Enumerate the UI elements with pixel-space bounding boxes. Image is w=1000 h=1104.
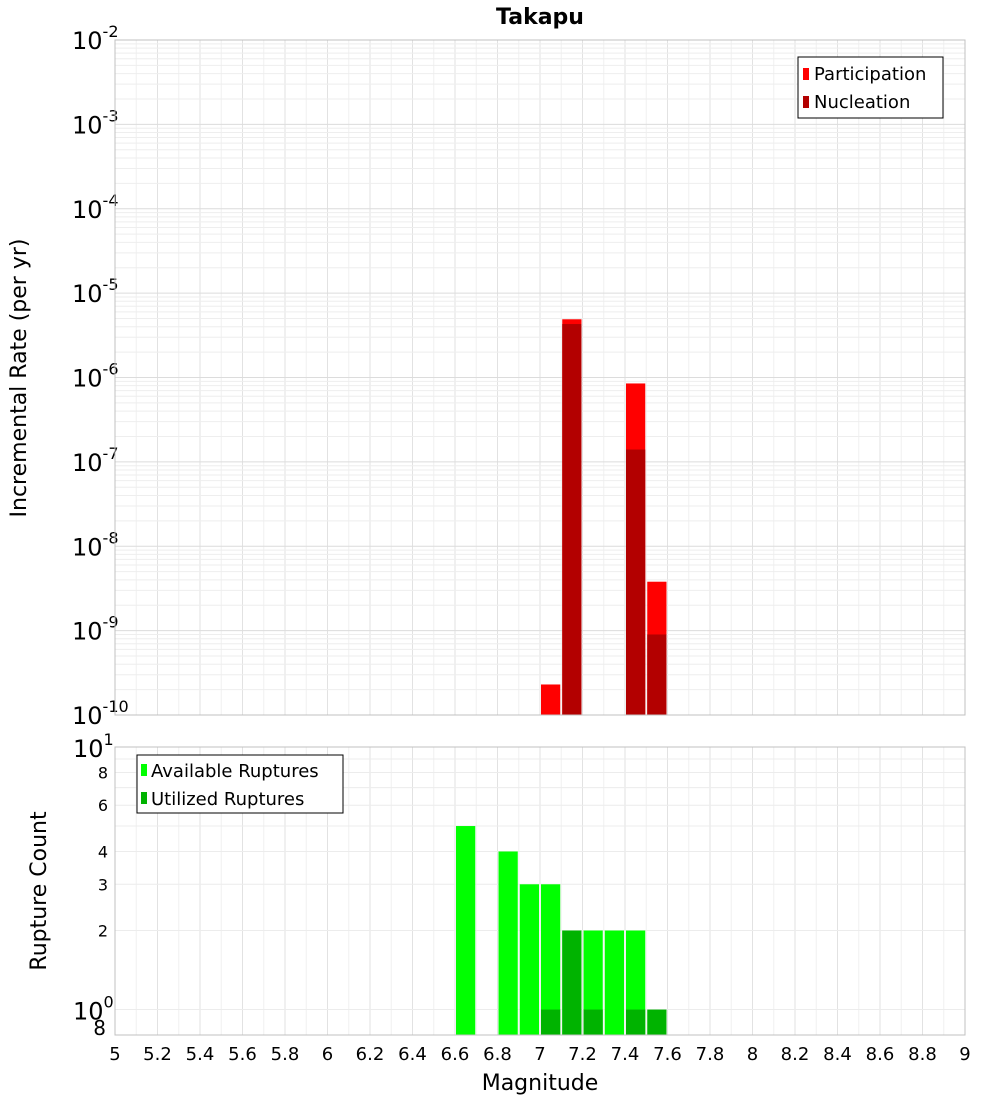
legend-label-available: Available Ruptures (151, 761, 319, 782)
rate-bars (541, 319, 667, 715)
legend-label-utilized: Utilized Ruptures (151, 789, 304, 810)
x-tick-label: 5.2 (143, 1044, 172, 1065)
x-tick-label: 6.4 (398, 1044, 427, 1065)
rate-grid (114, 40, 966, 716)
x-tick-label: 8.4 (823, 1044, 852, 1065)
count-legend-box (136, 754, 344, 814)
count-y-axis-label: Rupture Count (27, 811, 52, 971)
y-tick-label: 10-9 (72, 613, 119, 646)
x-tick-label: 6.8 (483, 1044, 512, 1065)
count-legend: Available Ruptures Utilized Ruptures (136, 754, 344, 814)
x-tick-label: 7.4 (611, 1044, 640, 1065)
y-tick-label: 2 (98, 922, 108, 941)
x-axis-label: Magnitude (482, 1071, 599, 1096)
x-ticks: 5 5.2 5.4 5.6 5.8 6 6.2 6.4 6.6 6.8 7 7.2 7.4 7.6 7.8 8… (109, 1044, 970, 1065)
count-plot-border (114, 746, 966, 1036)
x-tick-label: 6.6 (441, 1044, 470, 1065)
y-tick-label: 10-8 (72, 528, 119, 561)
rate-panel: 10-10 10-9 10-8 10-7 10-6 10-5 10-4 10-3 10-2 In… (7, 22, 966, 730)
bar-utilized-ruptures (583, 1009, 603, 1035)
x-tick-label: 5.4 (186, 1044, 215, 1065)
bar-available-ruptures (498, 851, 518, 1035)
y-tick-label: 10-7 (72, 444, 119, 477)
x-tick-label: 5.8 (271, 1044, 300, 1065)
x-tick-label: 8.2 (781, 1044, 810, 1065)
bar-nucleation (562, 324, 582, 715)
legend-swatch-participation (803, 68, 809, 80)
count-grid (114, 747, 966, 1035)
x-tick-label: 7.2 (568, 1044, 597, 1065)
bar-available-ruptures (456, 826, 476, 1035)
bar-participation (541, 684, 561, 715)
y-tick-label: 101 (73, 730, 114, 763)
y-tick-label: 6 (98, 796, 108, 815)
y-tick-label: 8 (98, 763, 108, 782)
bar-available-ruptures (604, 930, 624, 1035)
x-tick-label: 8.6 (866, 1044, 895, 1065)
y-tick-label: 10-2 (72, 22, 119, 55)
rate-plot-border (114, 39, 966, 716)
legend-swatch-utilized (141, 792, 147, 804)
y-tick-label: 3 (98, 875, 108, 894)
chart-title: Takapu (496, 5, 584, 30)
x-tick-label: 8 (747, 1044, 758, 1065)
bar-utilized-ruptures (562, 930, 582, 1035)
bar-utilized-ruptures (541, 1009, 561, 1035)
x-tick-label: 6.2 (356, 1044, 385, 1065)
bar-utilized-ruptures (626, 1009, 646, 1035)
x-tick-label: 7.8 (696, 1044, 725, 1065)
bar-available-ruptures (626, 930, 646, 1035)
y-tick-label: 10-6 (72, 360, 119, 393)
y-tick-label: 100 (73, 993, 114, 1026)
y-tick-label: 10-3 (72, 106, 119, 139)
x-tick-label: 5 (109, 1044, 120, 1065)
x-tick-label: 7.6 (653, 1044, 682, 1065)
bar-nucleation (647, 634, 667, 715)
y-tick-label: 10-5 (72, 275, 119, 308)
y-tick-label: 10-10 (72, 697, 129, 730)
y-tick-label: 10-4 (72, 191, 119, 224)
bar-available-ruptures (519, 884, 539, 1035)
bar-available-ruptures (541, 884, 561, 1035)
bar-available-ruptures (583, 930, 603, 1035)
legend-swatch-nucleation (803, 96, 809, 108)
bar-utilized-ruptures (647, 1009, 667, 1035)
legend-label-nucleation: Nucleation (814, 92, 910, 113)
y-tick-label: 4 (98, 842, 108, 861)
x-tick-label: 9 (959, 1044, 970, 1065)
x-tick-label: 5.6 (228, 1044, 257, 1065)
rate-y-axis-label: Incremental Rate (per yr) (7, 239, 32, 518)
x-tick-label: 8.8 (908, 1044, 937, 1065)
y-tick-label: 8 (93, 1016, 106, 1040)
x-tick-label: 7 (534, 1044, 545, 1065)
legend-label-participation: Participation (814, 64, 926, 85)
count-bars (456, 826, 667, 1035)
rate-legend: Participation Nucleation (797, 56, 944, 119)
x-tick-label: 6 (322, 1044, 333, 1065)
legend-swatch-available (141, 764, 147, 776)
rate-legend-box (797, 56, 944, 119)
bar-nucleation (626, 449, 646, 715)
